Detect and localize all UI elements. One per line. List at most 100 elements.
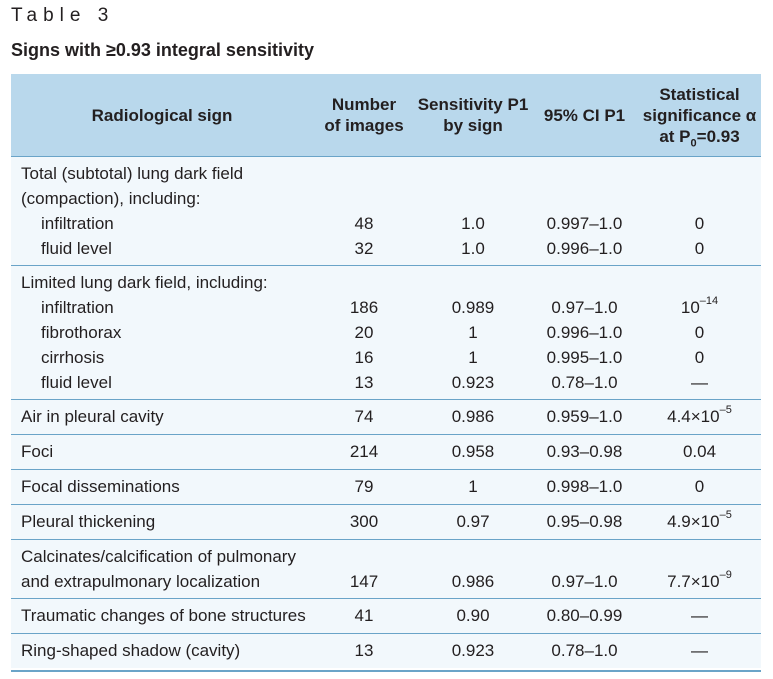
cell-sensitivity: 1 xyxy=(468,477,478,496)
table-row: infiltration 48 1.0 0.997–1.0 0 xyxy=(11,211,761,236)
cell-sensitivity: 0.986 xyxy=(451,572,495,591)
table-row: (compaction), including: xyxy=(11,186,761,211)
cell-ci: 0.959–1.0 xyxy=(546,407,623,426)
cell-ci: 0.997–1.0 xyxy=(546,214,623,233)
cell-sensitivity xyxy=(415,186,531,211)
cell-ci: 0.97–1.0 xyxy=(551,572,618,591)
cell-sensitivity: 1 xyxy=(468,323,478,342)
table-row: fluid level 13 0.923 0.78–1.0 — xyxy=(11,370,761,400)
cell-number-of-images: 20 xyxy=(354,323,374,342)
cell-number-of-images: 13 xyxy=(354,373,374,392)
table-title: Signs with ≥0.93 integral sensitivity xyxy=(11,40,314,60)
cell-significance: 0 xyxy=(694,323,705,342)
table-row: Limited lung dark field, including: xyxy=(11,265,761,296)
cell-radiological-sign: fluid level xyxy=(41,239,112,258)
table-row: cirrhosis 16 1 0.995–1.0 0 xyxy=(11,345,761,370)
header-row: Radiological sign Number of images Sensit… xyxy=(11,74,761,157)
cell-significance xyxy=(638,266,761,296)
cell-number-of-images: 41 xyxy=(354,606,374,625)
table-body: Total (subtotal) lung dark field (compact… xyxy=(11,156,761,668)
cell-number-of-images: 79 xyxy=(354,477,374,496)
cell-number-of-images xyxy=(313,157,415,187)
cell-sensitivity: 0.923 xyxy=(451,641,495,660)
table-row: Total (subtotal) lung dark field xyxy=(11,156,761,187)
cell-radiological-sign: Pleural thickening xyxy=(21,512,156,531)
cell-sensitivity: 0.958 xyxy=(451,442,495,461)
cell-significance: 0.04 xyxy=(682,442,717,461)
table-row: fluid level 32 1.0 0.996–1.0 0 xyxy=(11,236,761,266)
cell-radiological-sign: (compaction), including: xyxy=(21,189,201,208)
cell-significance xyxy=(638,157,761,187)
table-row: infiltration 186 0.989 0.97–1.0 10–14 xyxy=(11,295,761,320)
cell-significance: 4.4×10–5 xyxy=(667,404,732,426)
header-number-of-images: Number of images xyxy=(324,95,404,135)
cell-significance: 0 xyxy=(694,477,705,496)
cell-radiological-sign: Limited lung dark field, including: xyxy=(21,273,268,292)
table-row: Focal disseminations 79 1 0.998–1.0 0 xyxy=(11,469,761,505)
cell-significance: — xyxy=(691,606,708,625)
cell-radiological-sign: Total (subtotal) lung dark field xyxy=(21,164,244,183)
cell-number-of-images: 32 xyxy=(354,239,374,258)
cell-sensitivity: 0.986 xyxy=(451,407,495,426)
cell-ci: 0.998–1.0 xyxy=(546,477,623,496)
cell-ci: 0.80–0.99 xyxy=(546,606,623,625)
table-row: Air in pleural cavity 74 0.986 0.959–1.0 4.4… xyxy=(11,399,761,435)
cell-radiological-sign: Traumatic changes of bone structures xyxy=(21,606,306,625)
cell-radiological-sign: fibrothorax xyxy=(41,323,122,342)
cell-ci: 0.95–0.98 xyxy=(546,512,623,531)
cell-radiological-sign: cirrhosis xyxy=(41,348,105,367)
cell-number-of-images xyxy=(313,186,415,211)
cell-ci xyxy=(531,266,638,296)
cell-ci xyxy=(531,157,638,187)
cell-sensitivity: 0.923 xyxy=(451,373,495,392)
table-row: and extrapulmonary localization 147 0.986 0… xyxy=(11,569,761,599)
cell-significance: 0 xyxy=(694,348,705,367)
cell-significance xyxy=(638,540,761,570)
cell-radiological-sign: infiltration xyxy=(41,214,114,233)
cell-number-of-images: 16 xyxy=(354,348,374,367)
cell-significance: — xyxy=(691,641,708,660)
cell-number-of-images: 186 xyxy=(349,298,379,317)
table-row: Calcinates/calcification of pulmonary xyxy=(11,539,761,570)
cell-ci: 0.93–0.98 xyxy=(546,442,623,461)
cell-radiological-sign: Focal disseminations xyxy=(21,477,180,496)
cell-sensitivity: 0.989 xyxy=(451,298,495,317)
cell-sensitivity xyxy=(415,540,531,570)
cell-sensitivity: 0.97 xyxy=(456,512,490,531)
table-row: fibrothorax 20 1 0.996–1.0 0 xyxy=(11,320,761,345)
cell-ci: 0.995–1.0 xyxy=(546,348,623,367)
cell-sensitivity: 1.0 xyxy=(461,214,485,233)
cell-radiological-sign: infiltration xyxy=(41,298,114,317)
table-caption: Table 3 xyxy=(11,5,115,26)
table-row: Ring-shaped shadow (cavity) 13 0.923 0.78–1… xyxy=(11,633,761,668)
cell-sensitivity: 1.0 xyxy=(461,239,485,258)
cell-radiological-sign: fluid level xyxy=(41,373,112,392)
cell-significance: 10–14 xyxy=(680,295,719,317)
cell-significance: 7.7×10–9 xyxy=(667,569,732,591)
cell-ci: 0.996–1.0 xyxy=(546,239,623,258)
cell-sensitivity xyxy=(415,266,531,296)
table-header: Radiological sign Number of images Sensit… xyxy=(11,74,761,157)
cell-ci: 0.78–1.0 xyxy=(551,373,618,392)
cell-radiological-sign: and extrapulmonary localization xyxy=(21,572,261,591)
cell-radiological-sign: Calcinates/calcification of pulmonary xyxy=(21,547,296,566)
cell-ci: 0.97–1.0 xyxy=(551,298,618,317)
table-row: Foci 214 0.958 0.93–0.98 0.04 xyxy=(11,434,761,470)
data-table: Radiological sign Number of images Sensit… xyxy=(11,74,761,668)
header-sensitivity: Sensitivity P1 by sign xyxy=(417,95,529,135)
cell-sensitivity: 1 xyxy=(468,348,478,367)
cell-number-of-images: 300 xyxy=(349,512,379,531)
cell-ci: 0.996–1.0 xyxy=(546,323,623,342)
cell-number-of-images xyxy=(313,540,415,570)
cell-number-of-images: 214 xyxy=(349,442,379,461)
table-row: Traumatic changes of bone structures 41 0.… xyxy=(11,598,761,634)
cell-number-of-images: 147 xyxy=(349,572,379,591)
cell-significance: — xyxy=(691,373,708,392)
table-row: Pleural thickening 300 0.97 0.95–0.98 4.9×10… xyxy=(11,504,761,540)
cell-ci xyxy=(531,186,638,211)
table-bottom-rule xyxy=(11,670,761,672)
cell-radiological-sign: Air in pleural cavity xyxy=(21,407,164,426)
cell-number-of-images: 48 xyxy=(354,214,374,233)
cell-sensitivity: 0.90 xyxy=(456,606,490,625)
cell-significance: 0 xyxy=(694,214,705,233)
